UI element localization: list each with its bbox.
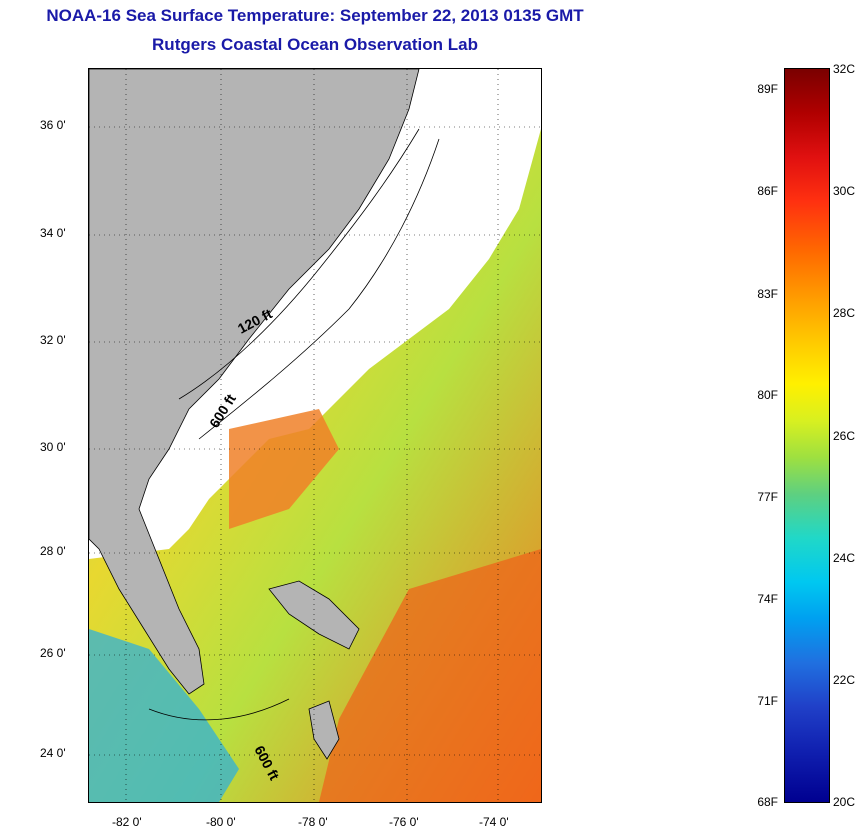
- colorbar-fahrenheit-label: 71F: [757, 694, 778, 708]
- land-southeast-us: [89, 69, 420, 695]
- warm-southeast: [319, 549, 541, 802]
- contour-120ft: [178, 128, 420, 400]
- colorbar-celsius-label: 22C: [833, 673, 856, 687]
- cool-coastal-water: [89, 629, 239, 802]
- colorbar-celsius-label: 24C: [833, 551, 856, 565]
- lat-tick: 32 0': [40, 333, 66, 347]
- colorbar-fahrenheit-label: 80F: [757, 388, 778, 402]
- colorbar-celsius-label: 26C: [833, 429, 856, 443]
- lat-tick: 28 0': [40, 544, 66, 558]
- colorbar: [784, 68, 830, 803]
- map-subtitle: Rutgers Coastal Ocean Observation Lab: [152, 35, 478, 54]
- sst-map-graphic: 120 ft 600 ft 600 ft: [89, 69, 541, 802]
- land-andros: [308, 700, 340, 760]
- map-title: NOAA-16 Sea Surface Temperature: Septemb…: [46, 6, 584, 25]
- lat-tick: 26 0': [40, 646, 66, 660]
- lon-tick: -82 0': [112, 815, 142, 829]
- contour-600ft: [198, 138, 440, 440]
- colorbar-celsius-label: 20C: [833, 795, 856, 809]
- colorbar-fahrenheit-label: 77F: [757, 490, 778, 504]
- colorbar-celsius-label: 30C: [833, 184, 856, 198]
- lat-tick: 24 0': [40, 746, 66, 760]
- colorbar-fahrenheit-label: 86F: [757, 184, 778, 198]
- lon-tick: -74 0': [479, 815, 509, 829]
- lat-tick: 30 0': [40, 440, 66, 454]
- sst-map: 120 ft 600 ft 600 ft: [88, 68, 542, 803]
- contour-keys: [148, 698, 290, 721]
- colorbar-celsius-label: 32C: [833, 62, 856, 76]
- map-grid: [89, 69, 541, 802]
- lon-tick: -76 0': [389, 815, 419, 829]
- lon-tick: -80 0': [206, 815, 236, 829]
- lat-tick: 36 0': [40, 118, 66, 132]
- colorbar-fahrenheit-label: 68F: [757, 795, 778, 809]
- colorbar-fahrenheit-label: 83F: [757, 287, 778, 301]
- colorbar-fahrenheit-label: 89F: [757, 82, 778, 96]
- warm-eddy: [229, 409, 339, 529]
- colorbar-celsius-label: 28C: [833, 306, 856, 320]
- lat-tick: 34 0': [40, 226, 66, 240]
- lon-tick: -78 0': [298, 815, 328, 829]
- colorbar-fahrenheit-label: 74F: [757, 592, 778, 606]
